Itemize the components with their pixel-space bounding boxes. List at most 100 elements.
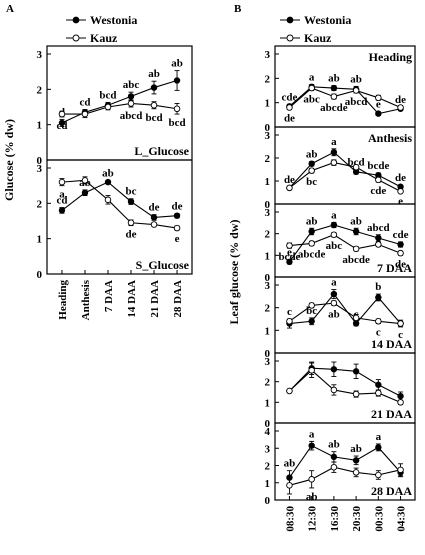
panel-1-sub-4-series-0-line	[289, 367, 401, 397]
panel-1-sub-5-series-1-point-4	[375, 471, 382, 479]
panel-1-sub-1-series-0-sig-3: bcd	[348, 157, 365, 169]
panel-0-sub-1-series-0-point-3	[127, 198, 135, 205]
panel-label-b: B	[234, 3, 242, 15]
panel-0-ylabel: Glucose (% dw)	[2, 119, 16, 201]
panel-0-sub-1-series-1-point-3	[127, 219, 135, 227]
panel-1-sub-0-ytick-label-0: 0	[265, 122, 271, 134]
panel-1-sub-4-series-1-point-0	[286, 387, 293, 395]
panel-1-sub-3-label: 14 DAA	[371, 337, 412, 351]
panel-0-sub-1-series-1-sig-5: e	[175, 233, 180, 245]
panel-0-sub-1-series-0-point-0	[58, 207, 66, 214]
panel-1-sub-4-series-0-point-5	[397, 392, 404, 400]
panel-1-sub-4-series-1-line	[289, 369, 401, 403]
panel-1-sub-2-series-1-point-4	[375, 241, 382, 248]
panel-1-sub-5-series-0-line	[288, 444, 401, 478]
panel-0-sub-0-series-0-sig-3: abc	[123, 79, 140, 91]
panel-1-sub-5-series-1-point-1	[308, 476, 315, 483]
panel-1-sub-4-series-1-point-3	[352, 390, 360, 398]
panel-1-sub-5-series-1-point-0	[286, 482, 293, 489]
panel-1-sub-0-ytick-label-1: 1	[265, 98, 271, 110]
panel-1-sub-2-series-0-sig-1: ab	[306, 215, 318, 227]
panel-1-sub-0-series-0-point-4	[375, 110, 382, 117]
panel-0-sub-0-series-1-point-2	[104, 103, 112, 111]
panel-1-sub-3-series-1-point-2	[330, 299, 338, 307]
panel-0-sub-1-series-0-point-2	[104, 178, 112, 186]
panel-1-sub-2-series-1-point-5	[397, 249, 404, 257]
panel-0-sub-1-series-1-point-0	[58, 178, 66, 186]
panel-1-sub-0-series-1-line	[289, 87, 401, 109]
panel-label-a: A	[6, 3, 14, 15]
panel-0-sub-1-series-0-point-4	[150, 214, 158, 221]
panel-1-sub-5-ytick-label-1: 1	[265, 478, 271, 490]
panel-1-sub-4-series-1-point-4	[375, 389, 382, 397]
panel-0-sub-1-series-1-sig-0: a	[59, 189, 65, 201]
panel-0-xtick-label-4: 21 DAA	[149, 280, 161, 318]
panel-0-sub-0-series-1-line	[61, 102, 178, 115]
panel-1-sub-4-ytick-label-0: 0	[265, 418, 271, 430]
panel-1-sub-5-series-1-point-5	[397, 466, 404, 474]
panel-1-sub-0-series-1-point-5	[397, 104, 404, 111]
panel-1-sub-4-series-0-point-2	[330, 366, 338, 373]
panel-0-xtick-label-1: Anthesis	[80, 279, 92, 320]
panel-1-sub-2-series-0-point-3	[352, 228, 360, 235]
panel-1-sub-5-ytick-label-2: 2	[265, 461, 271, 473]
panel-1-sub-2-series-0-sig-3: ab	[350, 215, 362, 227]
panel-1-sub-3-series-0-sig-4: b	[375, 281, 381, 293]
panel-0-sub-0-series-1-sig-3: abcd	[120, 110, 143, 122]
legend-0-kauz-marker	[72, 34, 80, 42]
panel-1-sub-1-series-1-sig-5: e	[398, 196, 403, 208]
panel-1-sub-1-series-1-sig-4: cde	[370, 185, 386, 197]
panel-1-sub-0-series-1-point-3	[352, 87, 360, 94]
panel-1-sub-0-series-0-sig-0: cde	[281, 91, 297, 103]
panel-1-sub-0-series-1-point-1	[308, 84, 315, 92]
panel-1-sub-1-series-0-sig-5: de	[395, 172, 406, 184]
panel-1-sub-0-ytick-label-3: 3	[265, 49, 271, 61]
panel-1-sub-0-series-1-sig-3: abcd	[345, 96, 368, 108]
panel-0-sub-0-ytick-label-0: 0	[37, 155, 43, 167]
panel-1-sub-0-series-1-point-2	[330, 93, 338, 100]
panel-1-sub-3-series-1-sig-5: c	[398, 329, 403, 341]
panel-0-sub-0-series-0-sig-4: ab	[148, 68, 160, 80]
panel-0-sub-0-series-1-point-1	[81, 110, 89, 118]
panel-1-sub-1-series-1-point-5	[397, 188, 404, 195]
legend-1-kauz-marker	[286, 34, 294, 42]
panel-1-sub-4-ytick-label-3: 3	[265, 356, 271, 368]
panel-1-sub-5-series-0-sig-0: ab	[284, 458, 296, 470]
panel-0-sub-0-series-1-sig-0: cd	[56, 120, 67, 132]
panel-1-sub-2-ytick-label-1: 1	[265, 250, 271, 262]
panel-0-sub-1-series-0-point-1	[81, 189, 89, 196]
panel-0-sub-0-series-0-point-5	[173, 77, 181, 84]
panel-0-sub-1-series-0-sig-3: bc	[126, 186, 137, 198]
panel-1-sub-4-series-0-point-3	[352, 368, 360, 375]
panel-1-sub-3-ytick-label-3: 3	[265, 280, 271, 292]
panel-1-sub-3-series-0-point-1	[308, 318, 315, 325]
panel-0-sub-1-ytick-label-1: 1	[37, 234, 43, 246]
panel-0-sub-1-series-1-sig-1: a	[82, 187, 88, 199]
panel-1-sub-5-ytick-label-4: 4	[265, 426, 271, 438]
panel-1-sub-1-series-1-point-2	[330, 159, 338, 166]
panel-1-xtick-label-0: 08:30	[284, 506, 296, 532]
panel-1-xtick-label-4: 00:30	[373, 506, 385, 532]
legend-1-westonia-label: Westonia	[304, 13, 351, 27]
panel-1-ylabel: Leaf glucose (% dw)	[227, 220, 241, 325]
panel-1-sub-2-series-1-line	[289, 234, 401, 254]
panel-1-sub-0-label: Heading	[369, 50, 412, 64]
panel-1-sub-1-series-0-point-1	[308, 160, 315, 167]
panel-1-sub-2-series-1-point-1	[308, 240, 315, 247]
panel-1-sub-5-series-0-point-3	[352, 457, 360, 464]
panel-1-sub-0-series-0-point-2	[330, 84, 338, 92]
panel-0-sub-1-series-1-sig-3: de	[126, 229, 137, 241]
panel-0-sub-1-ytick-label-0: 0	[37, 269, 43, 281]
panel-1-sub-4-label: 21 DAA	[371, 407, 412, 421]
panel-1-sub-3-series-0-point-4	[375, 294, 382, 301]
panel-0-sub-0-label: L_Glucose	[134, 144, 189, 158]
panel-1-xtick-label-1: 12:30	[307, 506, 319, 532]
panel-1-sub-0-series-0-sig-2: ab	[328, 73, 340, 85]
legend-0-kauz-label: Kauz	[90, 31, 118, 45]
panel-1-sub-3-series-1-sig-2: ab	[328, 308, 340, 320]
panel-1-sub-2-series-0-point-4	[375, 234, 382, 242]
panel-1-sub-1-series-0-sig-1: ab	[306, 148, 318, 160]
panel-1-sub-3-series-0-sig-1: bc	[306, 305, 317, 317]
panel-1-sub-0-series-1-point-4	[375, 94, 382, 102]
panel-1-sub-2-series-0-point-2	[330, 221, 338, 229]
